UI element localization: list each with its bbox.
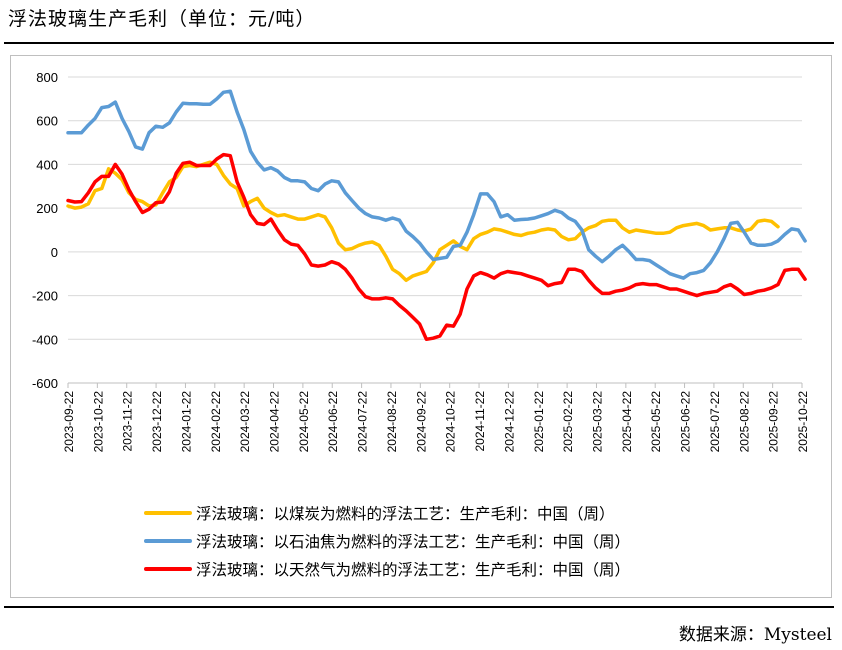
x-tick-label: 2025-09-22 xyxy=(767,391,781,453)
x-axis-ticks: 2023-09-22 2023-10-22 2023-11-22 2023-12-22… xyxy=(62,383,810,452)
series-line-2 xyxy=(66,89,807,280)
legend-label-3: 浮法玻璃：以天然气为燃料的浮法工艺：生产毛利：中国（周） xyxy=(196,561,630,579)
y-tick-label: -600 xyxy=(32,376,58,391)
x-tick-label: 2024-01-22 xyxy=(179,391,193,453)
top-divider xyxy=(4,42,834,44)
source-note: 数据来源：Mysteel xyxy=(678,625,832,645)
series-line-3 xyxy=(66,152,807,342)
x-tick-label: 2024-04-22 xyxy=(268,391,282,453)
series-line-1 xyxy=(66,160,780,283)
x-tick-label: 2025-02-22 xyxy=(561,391,575,453)
x-tick-label: 2024-06-22 xyxy=(326,391,340,453)
x-tick-label: 2025-08-22 xyxy=(737,391,751,453)
y-tick-label: -400 xyxy=(32,332,58,347)
x-tick-label: 2025-10-22 xyxy=(796,391,810,453)
legend-label-1: 浮法玻璃：以煤炭为燃料的浮法工艺：生产毛利：中国（周） xyxy=(196,505,615,523)
x-tick-label: 2025-01-22 xyxy=(532,391,546,453)
x-tick-label: 2025-03-22 xyxy=(590,391,604,453)
y-tick-label: 600 xyxy=(36,114,58,129)
x-tick-label: 2024-05-22 xyxy=(297,391,311,453)
x-tick-label: 2025-06-22 xyxy=(679,391,693,453)
x-tick-label: 2023-09-22 xyxy=(62,391,76,453)
x-tick-label: 2023-10-22 xyxy=(91,391,105,453)
page-title: 浮法玻璃生产毛利（单位：元/吨） xyxy=(8,8,316,30)
y-tick-label: -200 xyxy=(32,289,58,304)
x-tick-label: 2025-04-22 xyxy=(620,391,634,453)
y-tick-label: 200 xyxy=(36,201,58,216)
y-tick-label: 800 xyxy=(36,70,58,85)
x-tick-label: 2024-11-22 xyxy=(473,391,487,452)
x-tick-label: 2024-10-22 xyxy=(444,391,458,453)
y-tick-label: 0 xyxy=(51,245,58,260)
x-tick-label: 2024-09-22 xyxy=(414,391,428,453)
bottom-divider xyxy=(4,606,834,608)
x-tick-label: 2023-12-22 xyxy=(150,391,164,453)
x-tick-label: 2024-02-22 xyxy=(209,391,223,453)
legend-label-2: 浮法玻璃：以石油焦为燃料的浮法工艺：生产毛利：中国（周） xyxy=(196,533,630,551)
legend: 浮法玻璃：以煤炭为燃料的浮法工艺：生产毛利：中国（周） 浮法玻璃：以石油焦为燃料的… xyxy=(144,505,630,579)
x-tick-label: 2024-12-22 xyxy=(502,391,516,453)
y-axis-ticks: -600 -400 -200 0 200 400 600 800 xyxy=(32,70,58,391)
x-tick-label: 2024-03-22 xyxy=(238,391,252,453)
x-tick-label: 2025-07-22 xyxy=(708,391,722,453)
chart-frame xyxy=(10,55,832,598)
x-tick-label: 2024-07-22 xyxy=(356,391,370,453)
x-tick-label: 2024-08-22 xyxy=(385,391,399,453)
series-lines xyxy=(66,89,807,342)
x-tick-label: 2023-11-22 xyxy=(121,391,135,452)
x-tick-label: 2025-05-22 xyxy=(649,391,663,453)
y-tick-label: 400 xyxy=(36,157,58,172)
